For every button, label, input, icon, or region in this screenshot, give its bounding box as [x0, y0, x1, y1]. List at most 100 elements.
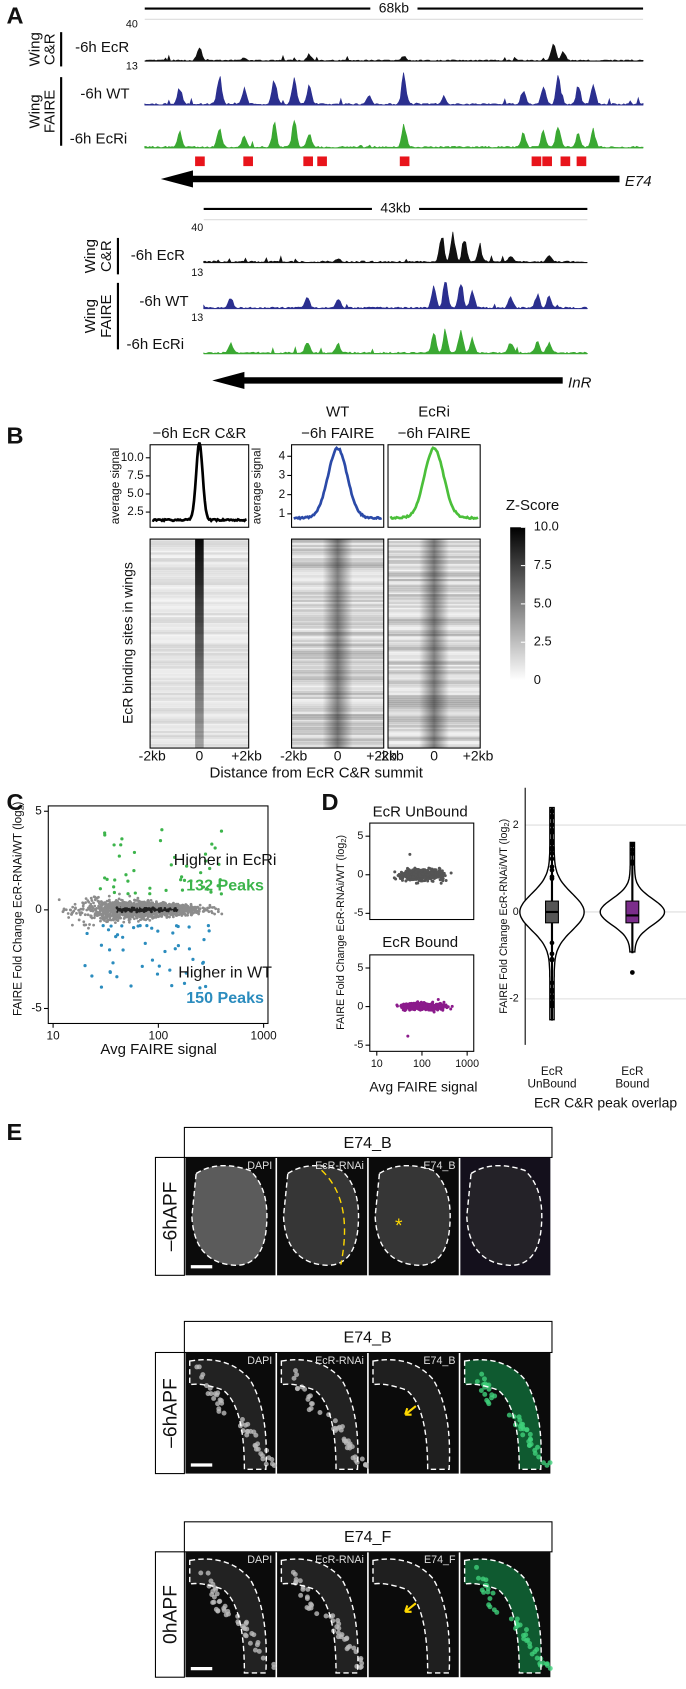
- nucleus-texture: [344, 1646, 350, 1652]
- group-label: Wing: [82, 239, 99, 273]
- nucleus-texture: [536, 1454, 542, 1460]
- scatter-texture: [430, 871, 434, 875]
- nucleus-texture: [517, 1417, 523, 1423]
- channel-label: DAPI: [247, 1355, 272, 1367]
- nucleus-texture: [317, 1410, 323, 1415]
- scatter-texture: [421, 872, 425, 876]
- scatter-texture: [176, 906, 180, 910]
- nucleus-texture: [258, 1451, 264, 1457]
- scatter-texture: [71, 905, 75, 909]
- scatter-texture: [126, 879, 130, 883]
- y-axis-label-sub: 2: [339, 838, 348, 842]
- scale-bg: [370, 0, 418, 18]
- nucleus-texture: [338, 1634, 344, 1640]
- tissue: [464, 1359, 542, 1470]
- scatter-texture: [219, 892, 223, 896]
- scatter-texture: [190, 908, 193, 912]
- nucleus-texture: [478, 1388, 484, 1393]
- scatter-texture: [162, 903, 166, 907]
- scatter-texture: [133, 891, 137, 895]
- outlier-texture: [549, 1003, 555, 1009]
- y-tick-label: 5: [357, 830, 363, 842]
- nucleus-texture: [547, 1460, 553, 1466]
- scatter-texture: [116, 919, 120, 922]
- scatter-texture: [410, 1006, 414, 1010]
- scatter-texture: [133, 913, 136, 917]
- tissue: [281, 1359, 358, 1470]
- scatter-texture: [172, 901, 175, 905]
- scatter-texture: [64, 908, 68, 912]
- colorbar-tick-label: 5.0: [534, 595, 552, 610]
- scatter-texture: [182, 981, 187, 985]
- scatter-texture: [399, 870, 403, 874]
- outlier-texture: [630, 847, 635, 853]
- stage-label: –6hAPF: [161, 1182, 182, 1252]
- scatter-texture: [212, 906, 216, 909]
- peak-box: [399, 156, 410, 167]
- scatter-texture: [147, 910, 150, 914]
- channel-label: E74_F: [424, 1554, 456, 1566]
- scatter-texture: [126, 892, 130, 896]
- signal-track: [144, 43, 644, 62]
- scatter-texture: [160, 828, 164, 832]
- gene-arrow: [160, 170, 620, 188]
- scatter-texture: [81, 907, 85, 911]
- scatter-texture: [103, 833, 107, 837]
- scatter-texture: [117, 897, 121, 901]
- nucleus-texture: [251, 1632, 257, 1638]
- scatter-texture: [156, 914, 160, 918]
- y-tick-label: 0: [357, 1000, 363, 1012]
- nucleus-texture: [475, 1575, 481, 1581]
- outlier-texture: [549, 951, 555, 957]
- peak-box: [195, 156, 205, 167]
- panel-label: A: [6, 2, 23, 28]
- scatter-texture: [449, 1007, 453, 1011]
- scatter-texture: [84, 901, 87, 904]
- profile-title: WT: [326, 404, 349, 421]
- scatter-texture: [131, 926, 136, 930]
- scatter-texture: [99, 916, 102, 920]
- scatter-texture: [413, 866, 417, 870]
- scatter-texture: [157, 909, 161, 913]
- group-label: C&R: [98, 240, 115, 272]
- y-tick-label: 7.5: [127, 469, 144, 482]
- heatmap-frame: [149, 538, 250, 749]
- scatter-texture: [428, 1007, 432, 1011]
- y-axis-label-end: ): [498, 819, 510, 823]
- scatter-texture: [180, 913, 184, 916]
- scatter-texture: [209, 890, 213, 894]
- scatter-texture: [88, 923, 91, 926]
- scatter-texture: [105, 899, 109, 903]
- scatter-texture: [99, 919, 102, 923]
- scatter-texture: [143, 941, 147, 946]
- scatter-texture: [180, 888, 185, 892]
- scatter-texture: [107, 914, 111, 918]
- y-axis-label: FAIRE Fold Change EcR-RNAi/WT (log2): [335, 835, 348, 1030]
- colorbar-tick-label: 10.0: [534, 519, 559, 534]
- scale-label: 68kb: [379, 0, 409, 15]
- scatter-texture: [57, 898, 61, 902]
- nucleus-texture: [244, 1626, 250, 1632]
- profile-curve: [293, 446, 383, 521]
- scatter-texture: [121, 948, 125, 952]
- nucleus-texture: [474, 1564, 479, 1570]
- scatter-texture: [434, 876, 438, 880]
- nucleus-texture: [240, 1417, 245, 1422]
- outlier-texture: [549, 994, 555, 999]
- stage-box: [154, 1351, 185, 1475]
- scatter-texture: [189, 902, 193, 906]
- nucleus-texture: [243, 1633, 249, 1639]
- tissue: [191, 1165, 267, 1266]
- scatter-texture: [109, 918, 113, 922]
- scatter-texture: [196, 905, 200, 909]
- nucleus-texture: [194, 1364, 200, 1370]
- track-scale-max: 13: [191, 312, 203, 324]
- signal-track: [203, 281, 589, 310]
- scatter-texture: [81, 904, 85, 908]
- panel-label: C: [6, 789, 23, 815]
- nucleus-texture: [247, 1640, 253, 1646]
- scatter-texture: [112, 890, 117, 895]
- scatter-texture: [73, 902, 77, 906]
- scatter-texture: [132, 869, 136, 873]
- scatter-texture: [220, 912, 224, 916]
